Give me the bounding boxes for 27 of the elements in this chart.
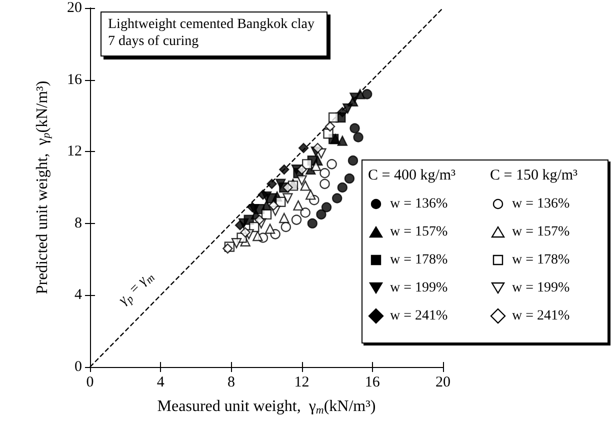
x-tick-label: 12 [294, 374, 310, 390]
x-tick-label: 16 [364, 374, 380, 390]
y-tick-label: 20 [67, 0, 82, 16]
legend-label: w = 199% [512, 280, 570, 296]
legend-label: w = 241% [390, 308, 448, 324]
x-tick-label: 4 [156, 374, 165, 390]
legend-label: w = 136% [390, 196, 448, 212]
legend-label: w = 157% [512, 224, 570, 240]
legend-label: w = 241% [512, 308, 570, 324]
x-tick-label: 8 [227, 374, 235, 390]
legend-label: w = 178% [390, 252, 448, 268]
legend-label: w = 178% [512, 252, 570, 268]
text: C = 150 kg/m³ [490, 168, 578, 184]
x-tick-label: 0 [86, 374, 94, 390]
legend-label: w = 157% [390, 224, 448, 240]
y-tick-label: 0 [74, 359, 82, 375]
y-tick-label: 4 [74, 287, 82, 304]
y-tick-label: 16 [67, 72, 82, 88]
y-tick-label: 8 [74, 215, 82, 232]
annotation: Lightweight cemented Bangkok clay 7 days of curing [108, 17, 314, 49]
y-axis-title: Predicted unit weight, γp(kN/m³) [34, 80, 52, 294]
legend-label: w = 199% [390, 280, 448, 296]
text: C = 400 kg/m³ [368, 168, 456, 184]
x-tick-label: 20 [436, 374, 450, 390]
y-tick-label: 12 [67, 144, 82, 160]
legend-label: w = 136% [512, 196, 570, 212]
annotation: γp = γm [116, 272, 158, 308]
